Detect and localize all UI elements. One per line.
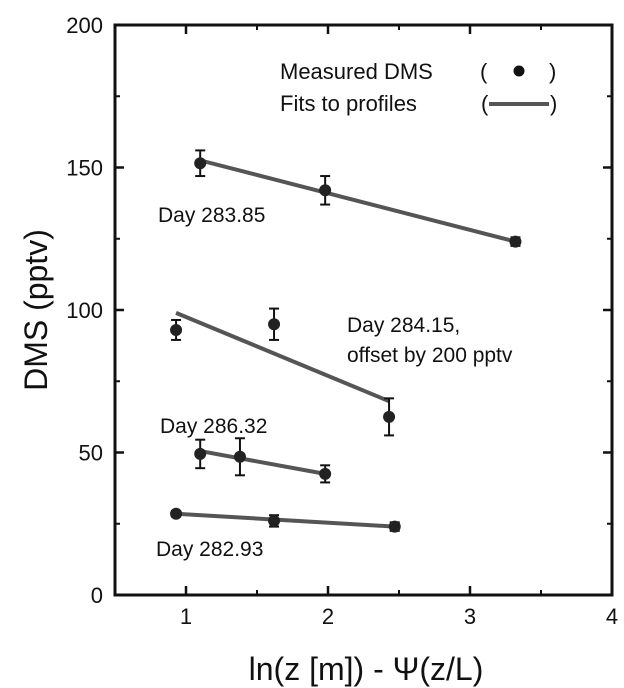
data-point-series-1-0 bbox=[170, 323, 183, 336]
x-tick-label: 2 bbox=[322, 604, 334, 629]
label-day-283-85: Day 283.85 bbox=[158, 204, 265, 227]
legend-open-paren-fits: ( bbox=[481, 91, 489, 116]
legend-marker-point bbox=[513, 65, 525, 77]
data-point-series-0-2 bbox=[509, 235, 522, 248]
label-day-282-93: Day 282.93 bbox=[156, 538, 263, 561]
data-point-series-3-1 bbox=[268, 514, 281, 527]
y-tick-label: 50 bbox=[79, 441, 103, 466]
legend-label-measured: Measured DMS bbox=[280, 59, 433, 84]
x-tick-label: 1 bbox=[180, 604, 192, 629]
fit-line-series-2 bbox=[199, 449, 326, 476]
y-tick-label: 100 bbox=[66, 298, 103, 323]
data-point-series-1-2 bbox=[383, 410, 396, 423]
legend-close-paren-measured: ) bbox=[549, 59, 556, 84]
fit-line-series-0 bbox=[199, 158, 516, 244]
label-day-284-15: Day 284.15, bbox=[347, 314, 460, 337]
fit-lines bbox=[175, 158, 516, 529]
data-point-series-1-1 bbox=[268, 318, 281, 331]
legend-close-paren-fits: ) bbox=[550, 91, 557, 116]
axis-ticks: 1 2 3 4 0 50 100 150 200 bbox=[66, 13, 618, 629]
legend-open-paren-measured: ( bbox=[480, 59, 488, 84]
y-tick-label: 0 bbox=[91, 583, 103, 608]
x-axis-title: ln(z [m]) - Ψ(z/L) bbox=[249, 651, 484, 687]
label-offset-note: offset by 200 pptv bbox=[347, 344, 513, 367]
fit-line-series-3 bbox=[175, 511, 395, 529]
data-points bbox=[170, 149, 522, 533]
data-point-series-3-0 bbox=[170, 507, 183, 520]
y-tick-label: 150 bbox=[66, 156, 103, 181]
x-tick-label: 3 bbox=[464, 604, 476, 629]
legend: Measured DMS ( ) Fits to profiles ( ) bbox=[280, 59, 557, 116]
data-point-series-2-1 bbox=[233, 450, 246, 463]
data-point-series-0-0 bbox=[194, 157, 207, 170]
legend-label-fits: Fits to profiles bbox=[280, 91, 417, 116]
x-tick-label: 4 bbox=[606, 604, 618, 629]
label-day-286-32: Day 286.32 bbox=[160, 415, 267, 438]
fit-line-series-1 bbox=[175, 311, 390, 404]
data-point-series-3-2 bbox=[388, 520, 401, 533]
y-tick-label: 200 bbox=[66, 13, 103, 38]
data-point-series-2-0 bbox=[194, 447, 207, 460]
data-point-series-2-2 bbox=[319, 467, 332, 480]
data-point-series-0-1 bbox=[319, 184, 332, 197]
y-axis-title: DMS (pptv) bbox=[18, 229, 54, 391]
